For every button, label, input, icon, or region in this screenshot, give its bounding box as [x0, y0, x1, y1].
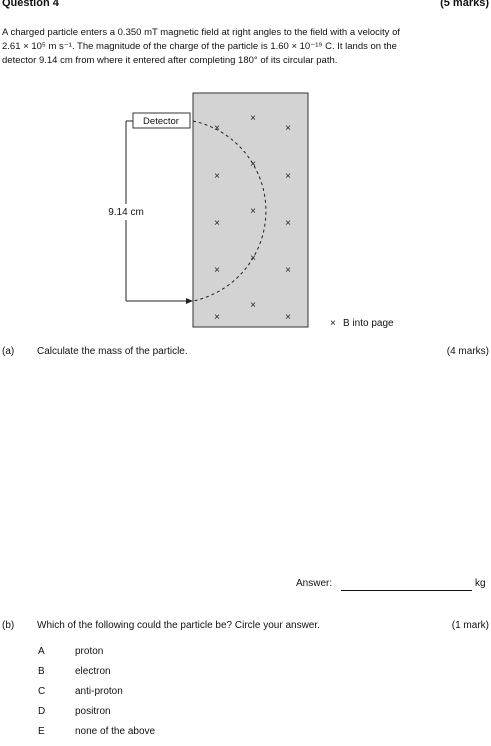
part-a-marks: (4 marks): [446, 346, 489, 357]
field-cross-icon: ×: [214, 218, 220, 229]
part-a-text: Calculate the mass of the particle.: [37, 346, 188, 357]
detector-label: Detector: [143, 116, 179, 127]
part-a-label: (a): [2, 346, 15, 357]
field-cross-icon: ×: [250, 300, 256, 311]
field-cross-icon: ×: [250, 206, 256, 217]
intro-line-1: A charged particle enters a 0.350 mT mag…: [2, 27, 400, 38]
part-b-text: Which of the following could the particl…: [37, 620, 320, 631]
question-title: Question 4: [2, 0, 59, 9]
field-cross-icon: ×: [250, 253, 256, 264]
answer-label: Answer:: [296, 578, 333, 589]
option-letter: D: [38, 706, 46, 717]
option-text: electron: [75, 666, 111, 677]
question-intro: A charged particle enters a 0.350 mT mag…: [2, 26, 486, 68]
field-cross-icon: ×: [214, 265, 220, 276]
question-marks: (5 marks): [440, 0, 489, 9]
option-letter: A: [38, 646, 45, 657]
field-cross-icon: ×: [214, 123, 220, 134]
option-a[interactable]: A proton: [38, 646, 338, 666]
magnetic-field-region: [192, 92, 309, 328]
option-b[interactable]: B electron: [38, 666, 338, 686]
option-letter: B: [38, 666, 45, 677]
field-cross-icon: ×: [285, 218, 291, 229]
field-cross-icon: ×: [285, 265, 291, 276]
intro-line-3: detector 9.14 cm from where it entered a…: [2, 55, 338, 66]
field-cross-icon: ×: [285, 171, 291, 182]
option-text: proton: [75, 646, 104, 657]
magnetic-field-diagram: Detector 9.14 cm × × × × × × × × × × × × × × × × B int…: [108, 92, 394, 329]
field-cross-icon: ×: [285, 123, 291, 134]
field-symbols: × × × × × × × × × × × × × × ×: [214, 113, 291, 323]
answer-input-line[interactable]: [341, 590, 472, 591]
part-b-label: (b): [2, 620, 15, 631]
option-e[interactable]: E none of the above: [38, 726, 338, 746]
field-cross-icon: ×: [285, 312, 291, 323]
option-text: positron: [75, 706, 111, 717]
field-cross-icon: ×: [250, 113, 256, 124]
incoming-arrow-head: [186, 298, 193, 304]
field-cross-icon: ×: [214, 312, 220, 323]
legend-cross-icon: ×: [330, 318, 336, 329]
answer-unit: kg: [475, 578, 486, 589]
field-cross-icon: ×: [214, 171, 220, 182]
legend-text: B into page: [343, 318, 394, 329]
option-letter: E: [38, 726, 45, 737]
option-letter: C: [38, 686, 46, 697]
option-text: anti-proton: [75, 686, 123, 697]
field-cross-icon: ×: [250, 159, 256, 170]
intro-line-2: 2.61 × 10⁵ m s⁻¹. The magnitude of the c…: [2, 41, 397, 52]
particle-path: [192, 120, 267, 302]
part-b-marks: (1 mark): [451, 620, 489, 631]
option-text: none of the above: [75, 726, 156, 737]
option-d[interactable]: D positron: [38, 706, 338, 726]
distance-label: 9.14 cm: [108, 207, 144, 218]
option-c[interactable]: C anti-proton: [38, 686, 338, 706]
options-list: A proton B electron C anti-proton D posi…: [38, 646, 338, 746]
